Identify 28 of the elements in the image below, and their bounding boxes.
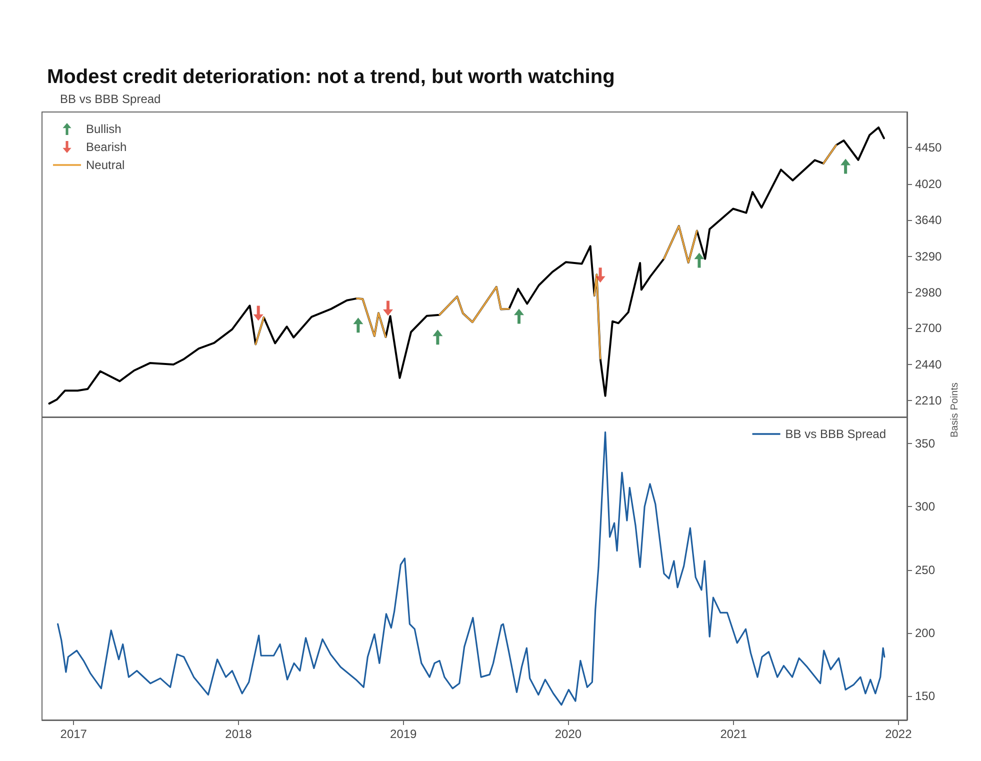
x-tick-label: 2019: [390, 727, 418, 741]
chart-subtitle: BB vs BBB Spread: [60, 92, 161, 106]
y-tick-label: 3640: [915, 213, 942, 228]
y-axis-title: Basis Points: [950, 382, 960, 438]
y-tick-label: 350: [915, 436, 936, 451]
line-series: [48, 126, 885, 405]
x-tick-label: 2018: [225, 727, 252, 741]
y-tick-label: 250: [915, 562, 936, 577]
y-tick-label: 300: [915, 500, 936, 514]
x-tick-label: 2020: [554, 727, 582, 741]
y-tick-label: 150: [915, 689, 936, 704]
y-tick-label: 3290: [915, 250, 942, 264]
line-series: [57, 431, 886, 706]
x-tick-label: 2021: [720, 727, 748, 741]
y-tick-label: 2210: [915, 393, 942, 408]
x-tick-label: 2017: [60, 727, 88, 741]
legend-label: Bullish: [86, 122, 122, 136]
y-tick-label: 4020: [915, 177, 942, 192]
legend-label: Neutral: [86, 158, 125, 172]
y-tick-label: 2980: [915, 285, 942, 300]
chart-title: Modest credit deterioration: not a trend, but worth watching: [47, 66, 615, 88]
y-tick-label: 2440: [915, 358, 942, 372]
legend-label: BB vs BBB Spread: [785, 427, 886, 441]
y-tick-label: 4450: [915, 140, 942, 155]
x-tick-label: 2022: [885, 727, 912, 741]
y-tick-label: 2700: [915, 320, 942, 335]
y-tick-label: 200: [915, 626, 936, 640]
legend-label: Bearish: [86, 140, 127, 154]
